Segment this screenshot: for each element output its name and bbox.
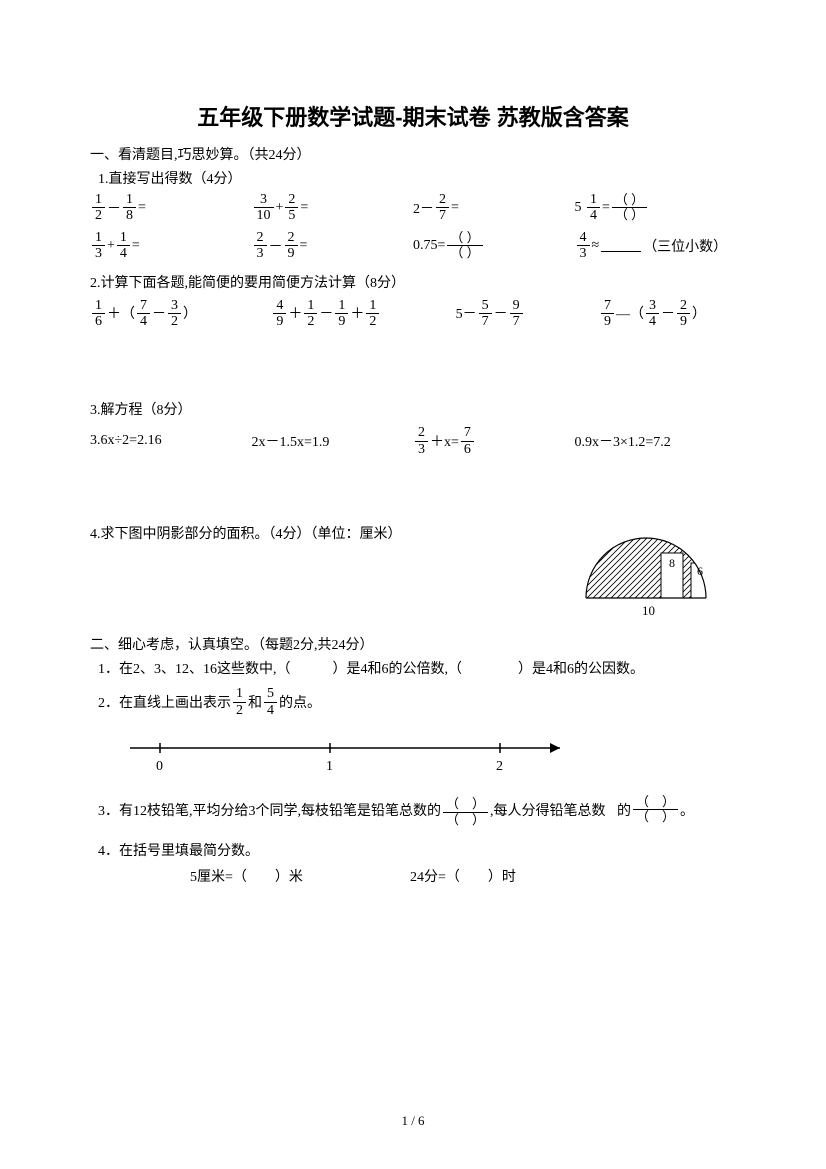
q1-1-head: 1.直接写出得数（4分） (98, 168, 736, 188)
q2-1: 1．在2、3、12、16这些数中,（ ）是4和6的公倍数,（ ）是4和6的公因数… (98, 658, 736, 678)
svg-text:2: 2 (496, 759, 503, 774)
q1-3-head: 3.解方程（8分） (90, 399, 736, 419)
q2-4-head: 4．在括号里填最简分数。 (98, 840, 736, 860)
blank-line (601, 240, 641, 252)
q2-2: 2．在直线上画出表示 12 和 54 的点。 (98, 686, 321, 718)
svg-text:1: 1 (326, 759, 333, 774)
q2-3: 3．有12枝铅笔,平均分给3个同学,每枝铅笔是铅笔总数的 （ ）（ ） ,每人分… (98, 797, 606, 828)
q3-row: 3.6x÷2=2.16 2x－1.5x=1.9 23 ＋x= 76 0.9x－3… (90, 425, 736, 457)
q1-4-area: 4.求下图中阴影部分的面积。（4分）（单位：厘米） 8 6 10 (90, 523, 736, 628)
q1-row2: 13 + 14 = 23 － 29 = 0.75= （ ）（ ） 43 ≈ （三… (90, 230, 736, 262)
svg-text:10: 10 (642, 603, 655, 618)
svg-text:8: 8 (669, 556, 675, 570)
q2-3b: 的 （ ）（ ） 。 (617, 795, 694, 825)
section-2-head: 二、细心考虑，认真填空。（每题2分,共24分） (90, 634, 736, 654)
svg-text:0: 0 (156, 759, 163, 774)
q2-row: 16 ＋（ 74 － 32 ） 49 ＋ 12 － 19 ＋ 12 5－ 57 … (90, 298, 736, 330)
shaded-figure: 8 6 10 (566, 523, 736, 623)
q1-2-head: 2.计算下面各题,能简便的要用简便方法计算（8分） (90, 272, 736, 292)
q1-4-head: 4.求下图中阴影部分的面积。（4分）（单位：厘米） (90, 523, 566, 543)
q2-4-row: 5厘米=（ ）米 24分=（ ）时 (190, 866, 736, 886)
number-line: 0 1 2 (120, 730, 736, 785)
q1-row1: 12 － 18 = 310 + 25 = 2－ 27 = 5 14 = （ ）（… (90, 192, 736, 224)
page-number: 1 / 6 (0, 1113, 826, 1129)
svg-text:6: 6 (697, 564, 703, 578)
section-1-head: 一、看清题目,巧思妙算。（共24分） (90, 144, 736, 164)
page-title: 五年级下册数学试题-期末试卷 苏教版含答案 (90, 100, 736, 132)
